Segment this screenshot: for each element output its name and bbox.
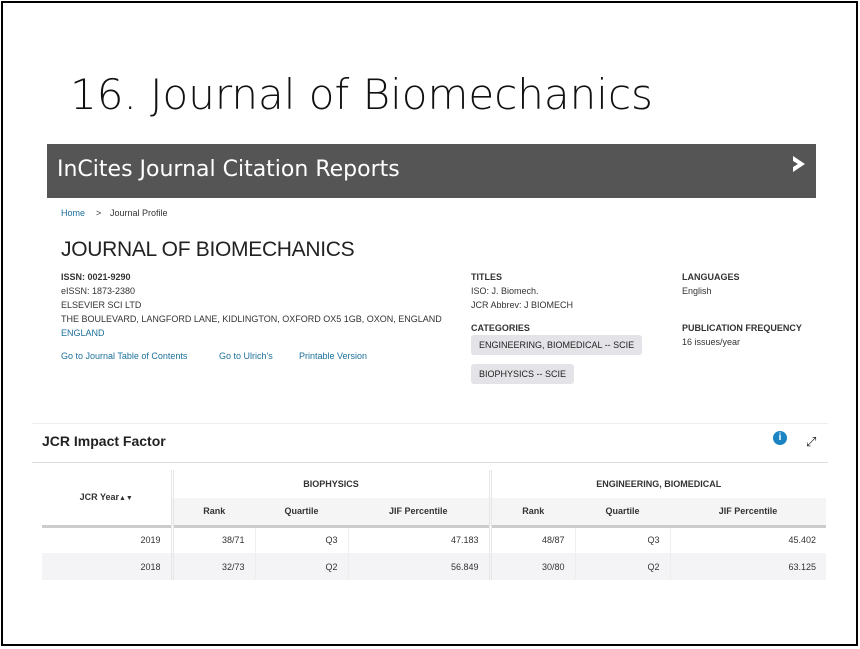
table-row: 2018 32/73 Q2 56.849 30/80 Q2 63.125	[42, 553, 826, 580]
cell-quartile: Q3	[254, 526, 348, 553]
category-chip[interactable]: ENGINEERING, BIOMEDICAL -- SCIE	[471, 335, 643, 355]
col-rank: Rank	[170, 498, 255, 528]
group-header-biophysics: BIOPHYSICS	[170, 470, 490, 498]
titles-label: TITLES	[471, 272, 502, 282]
cell-rank: 48/87	[488, 526, 575, 553]
breadcrumb-separator: >	[96, 208, 102, 218]
frequency: 16 issues/year	[682, 337, 741, 347]
address: THE BOULEVARD, LANGFORD LANE, KIDLINGTON…	[61, 314, 442, 324]
ulrichs-link[interactable]: Go to Ulrich's	[219, 351, 273, 361]
slide-title: 16. Journal of Biomechanics	[70, 70, 653, 119]
cell-jif: 63.125	[669, 553, 826, 580]
cell-quartile: Q2	[574, 553, 670, 580]
sort-icon[interactable]: ▲▼	[119, 495, 133, 503]
categories-label: CATEGORIES	[471, 323, 530, 333]
breadcrumb-current: Journal Profile	[110, 208, 168, 218]
cell-rank: 30/80	[488, 553, 575, 580]
language: English	[682, 286, 712, 296]
col-quartile: Quartile	[255, 498, 348, 528]
cell-jif: 45.402	[669, 526, 826, 553]
col-quartile: Quartile	[575, 498, 670, 528]
table-row: 2019 38/71 Q3 47.183 48/87 Q3 45.402	[42, 526, 826, 553]
publisher: ELSEVIER SCI LTD	[61, 300, 142, 310]
cell-year: 2018	[42, 553, 172, 580]
group-header-engineering: ENGINEERING, BIOMEDICAL	[488, 470, 826, 498]
cell-quartile: Q2	[254, 553, 348, 580]
eissn: eISSN: 1873-2380	[61, 286, 136, 296]
frequency-label: PUBLICATION FREQUENCY	[682, 323, 802, 333]
app-title: InCites Journal Citation Reports	[57, 157, 400, 182]
toc-link[interactable]: Go to Journal Table of Contents	[61, 351, 188, 361]
info-icon[interactable]: i	[773, 431, 787, 445]
jcr-year-header[interactable]: JCR Year▲▼	[42, 470, 172, 528]
country-link[interactable]: ENGLAND	[61, 328, 105, 338]
category-chip[interactable]: BIOPHYSICS -- SCIE	[471, 364, 575, 384]
impact-factor-header: JCR Impact Factor i ⤢	[32, 423, 828, 463]
col-rank: Rank	[488, 498, 575, 528]
col-jif-percentile: JIF Percentile	[670, 498, 826, 528]
iso-title: ISO: J. Biomech.	[471, 286, 539, 296]
expand-icon[interactable]: ⤢	[806, 434, 817, 449]
cell-jif: 56.849	[347, 553, 490, 580]
impact-factor-table: JCR Year▲▼ BIOPHYSICS ENGINEERING, BIOME…	[42, 470, 826, 580]
cell-quartile: Q3	[574, 526, 670, 553]
cell-rank: 32/73	[170, 553, 255, 580]
col-jif-percentile: JIF Percentile	[348, 498, 490, 528]
jcr-year-label: JCR Year	[79, 492, 119, 503]
app-banner: InCites Journal Citation Reports	[47, 144, 816, 198]
printable-version-link[interactable]: Printable Version	[299, 351, 368, 361]
issn: ISSN: 0021-9290	[61, 272, 131, 282]
breadcrumb-home[interactable]: Home	[61, 208, 86, 218]
jcr-abbrev: JCR Abbrev: J BIOMECH	[471, 300, 574, 310]
impact-factor-title: JCR Impact Factor	[42, 433, 166, 449]
cell-rank: 38/71	[170, 526, 255, 553]
cell-year: 2019	[140, 535, 161, 546]
journal-name: JOURNAL OF BIOMECHANICS	[61, 238, 355, 261]
clarivate-logo-icon[interactable]	[790, 154, 808, 180]
languages-label: LANGUAGES	[682, 272, 740, 282]
cell-jif: 47.183	[347, 526, 490, 553]
